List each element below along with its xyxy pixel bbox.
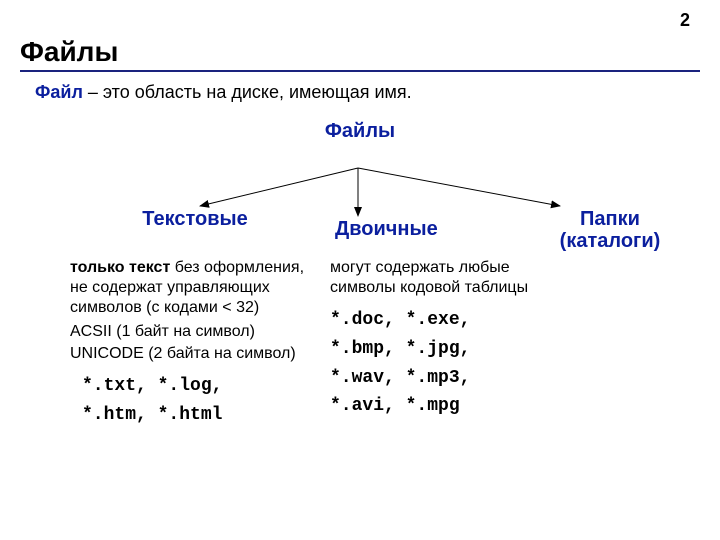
binary-desc: могут содержать любые символы кодовой та…: [330, 258, 550, 298]
text-desc-bold: только текст: [70, 259, 170, 276]
definition-rest: – это область на диске, имеющая имя.: [83, 82, 412, 102]
text-extensions: *.txt, *.log,*.htm, *.html: [82, 372, 222, 430]
diagram-root: Файлы: [320, 120, 400, 142]
branch-text-label: Текстовые: [135, 208, 255, 230]
text-desc-main: только текст без оформления, не содержат…: [70, 258, 315, 318]
branch-folders-label: Папки (каталоги): [545, 208, 675, 252]
title-underline: [20, 70, 700, 72]
definition-text: Файл – это область на диске, имеющая имя…: [35, 82, 412, 103]
definition-term: Файл: [35, 82, 83, 102]
text-desc-ascii: ACSII (1 байт на символ): [70, 322, 255, 342]
page-number: 2: [680, 10, 690, 31]
branch-binary-label: Двоичные: [335, 218, 438, 240]
page-title: Файлы: [20, 36, 118, 68]
binary-extensions: *.doc, *.exe,*.bmp, *.jpg,*.wav, *.mp3,*…: [330, 306, 470, 421]
text-desc-unicode: UNICODE (2 байта на символ): [70, 344, 296, 364]
